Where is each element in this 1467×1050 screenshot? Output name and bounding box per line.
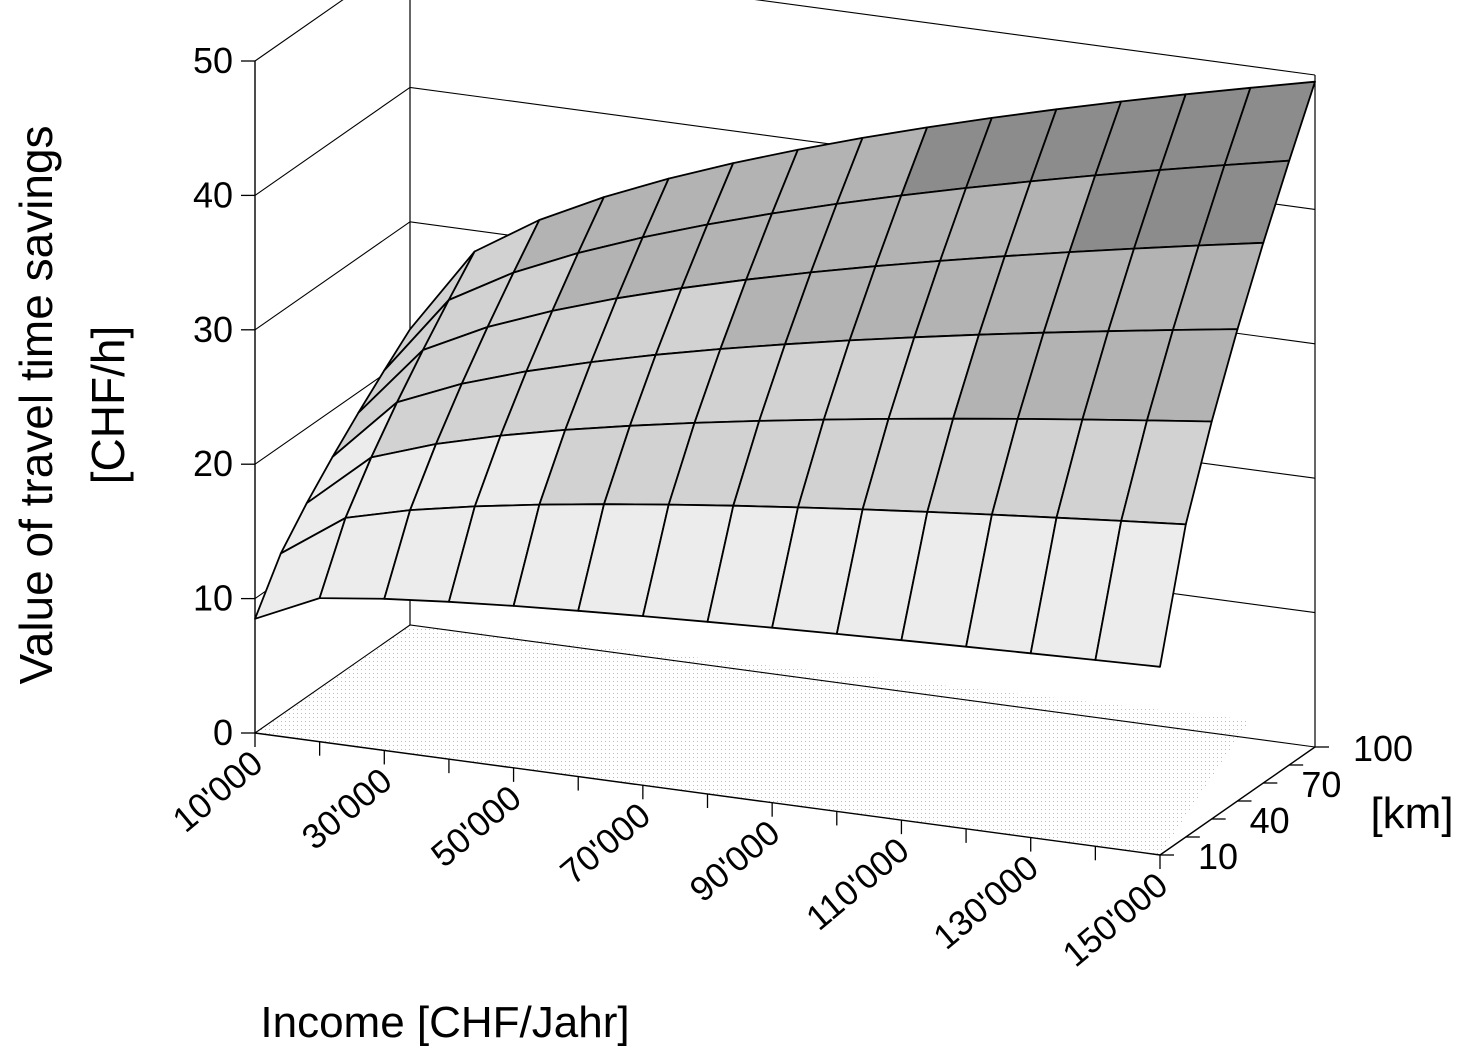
y-tick-label: 40: [1250, 800, 1290, 841]
x-tick-label: 50'000: [424, 778, 529, 875]
x-tick-label: 70'000: [553, 796, 658, 893]
x-tick-label: 90'000: [683, 813, 788, 910]
surface-mesh: [254, 80, 1316, 668]
z-tick-label: 30: [193, 309, 233, 350]
gridline-z-50: [254, 0, 1316, 76]
x-tick-label: 10'000: [165, 743, 270, 840]
chart-floor: [255, 625, 1250, 855]
z-tick-label: 20: [193, 443, 233, 484]
z-tick-label: 10: [193, 578, 233, 619]
x-axis-title: Income [CHF/Jahr]: [260, 998, 629, 1047]
z-axis-title-line-2: [CHF/h]: [82, 326, 134, 484]
x-tick-label: 110'000: [799, 830, 917, 938]
axes: [241, 60, 1329, 869]
y-axis-title: [km]: [1370, 789, 1453, 838]
y-tick-label: 10: [1198, 836, 1238, 877]
z-tick-label: 50: [193, 40, 233, 81]
z-tick-label: 40: [193, 174, 233, 215]
surface-cell: [1094, 520, 1187, 668]
x-tick-label: 30'000: [295, 761, 400, 858]
z-tick-label: 0: [213, 712, 233, 753]
y-tick-label: 100: [1353, 728, 1413, 769]
x-tick-label: 150'000: [1055, 865, 1175, 974]
z-axis-title-line-1: Value of travel time savings: [10, 125, 62, 684]
z-axis-title: Value of travel time savings [CHF/h]: [10, 125, 134, 684]
x-tick-label: 130'000: [926, 848, 1046, 957]
gridline-z-0: [254, 624, 1316, 748]
y-tick-label: 70: [1301, 764, 1341, 805]
